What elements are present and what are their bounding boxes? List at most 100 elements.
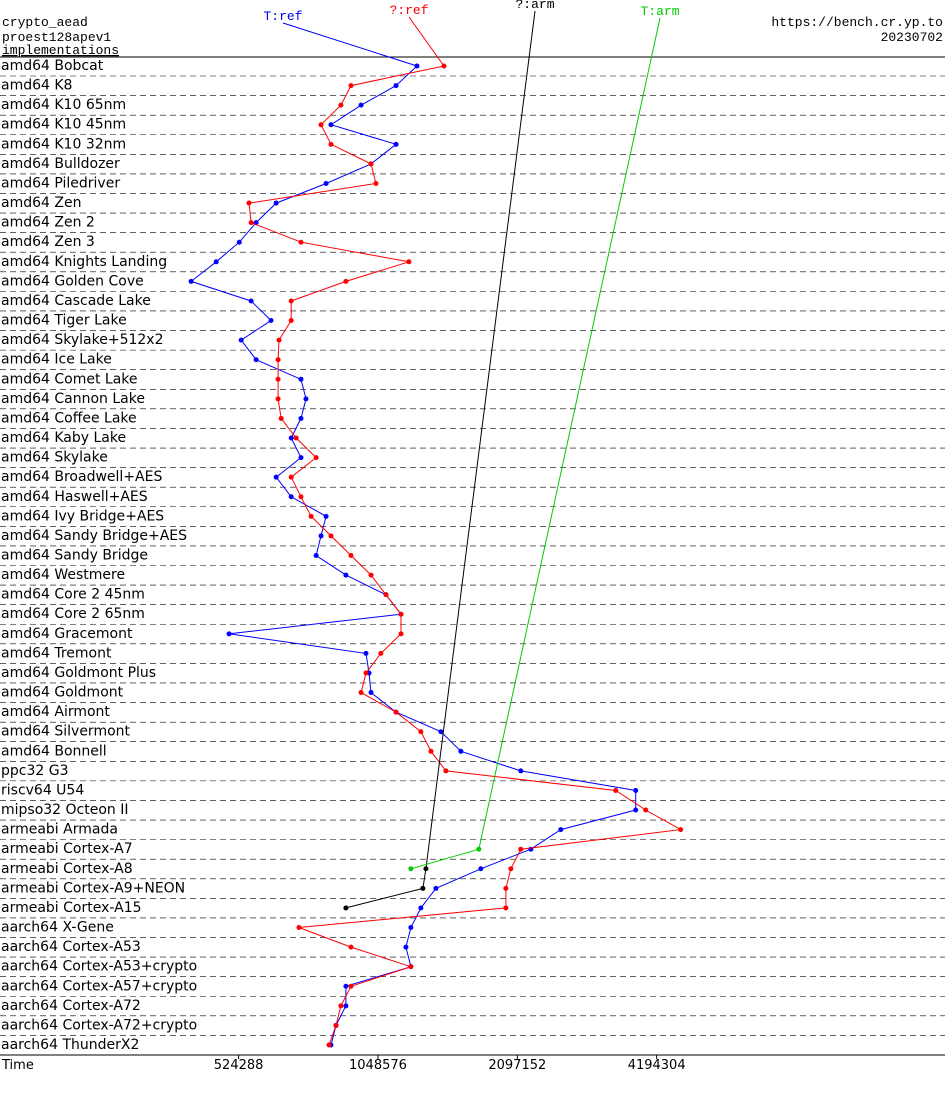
- data-point: [373, 180, 379, 186]
- category-label: amd64 Bulldozer: [1, 156, 120, 172]
- category-label: amd64 Cannon Lake: [1, 391, 145, 407]
- data-point: [348, 983, 354, 989]
- data-point: [288, 298, 294, 304]
- date: 20230702: [881, 30, 943, 45]
- series-line: [410, 848, 480, 870]
- data-point: [398, 631, 404, 637]
- data-point: [293, 435, 299, 441]
- data-point: [393, 83, 399, 89]
- data-point: [418, 905, 424, 911]
- category-label: amd64 Broadwell+AES: [1, 469, 162, 485]
- category-label: amd64 Bonnell: [1, 743, 107, 759]
- data-point: [408, 964, 414, 970]
- data-point: [420, 885, 426, 891]
- data-point: [363, 650, 369, 656]
- category-label: amd64 Skylake+512x2: [1, 332, 163, 348]
- category-label: amd64 Core 2 45nm: [1, 587, 145, 603]
- series-label: T:ref: [263, 9, 302, 24]
- data-point: [298, 494, 304, 500]
- data-point: [476, 846, 482, 852]
- category-label: aarch64 Cortex-A57+crypto: [1, 978, 197, 994]
- category-label: amd64 Core 2 65nm: [1, 606, 145, 622]
- data-point: [298, 376, 304, 382]
- data-point: [343, 983, 349, 989]
- category-label: amd64 Westmere: [1, 567, 125, 583]
- x-axis-label: Time: [1, 1058, 34, 1073]
- chart-title: crypto_aead: [2, 15, 88, 30]
- category-label: armeabi Cortex-A7: [1, 841, 133, 857]
- series-label: ?:ref: [389, 3, 428, 18]
- data-point: [393, 141, 399, 147]
- category-label: riscv64 U54: [1, 782, 84, 798]
- implementations-link[interactable]: implementations: [2, 43, 119, 58]
- category-label: amd64 K10 32nm: [1, 136, 126, 152]
- series-label: T:arm: [640, 4, 679, 19]
- category-label: amd64 Coffee Lake: [1, 410, 137, 426]
- data-point: [343, 572, 349, 578]
- category-label: amd64 Sandy Bridge: [1, 548, 148, 564]
- data-point: [558, 827, 564, 833]
- data-point: [358, 690, 364, 696]
- series-leader: [408, 16, 445, 67]
- data-point: [518, 768, 524, 774]
- category-label: armeabi Armada: [1, 822, 118, 838]
- data-point: [323, 180, 329, 186]
- category-label: aarch64 Cortex-A53+crypto: [1, 959, 197, 975]
- data-point: [226, 631, 232, 637]
- data-point: [368, 690, 374, 696]
- data-point: [348, 553, 354, 558]
- data-point: [348, 944, 354, 950]
- x-tick-label: 1048576: [349, 1058, 407, 1073]
- category-label: amd64 Goldmont Plus: [1, 665, 156, 681]
- data-point: [288, 494, 294, 500]
- category-label: amd64 Cascade Lake: [1, 293, 151, 309]
- category-label: amd64 Skylake: [1, 450, 108, 466]
- category-label: amd64 Silvermont: [1, 724, 131, 740]
- data-point: [398, 611, 404, 617]
- category-label: amd64 Airmont: [1, 704, 110, 720]
- data-point: [246, 200, 252, 206]
- data-point: [288, 318, 294, 324]
- category-label: armeabi Cortex-A9+NEON: [1, 880, 185, 896]
- data-point: [358, 102, 364, 108]
- category-label: amd64 Ivy Bridge+AES: [1, 508, 164, 524]
- data-point: [518, 846, 524, 852]
- data-point: [443, 768, 449, 774]
- category-label: amd64 Goldmont: [1, 685, 124, 701]
- data-point: [343, 1003, 349, 1009]
- data-point: [408, 866, 414, 872]
- category-label: aarch64 X-Gene: [1, 920, 114, 936]
- category-label: amd64 Golden Cove: [1, 273, 144, 289]
- data-point: [368, 572, 374, 578]
- data-point: [438, 729, 444, 735]
- data-point: [633, 787, 639, 793]
- data-point: [343, 278, 349, 284]
- data-point: [308, 513, 314, 519]
- data-point: [236, 239, 242, 245]
- data-point: [328, 533, 334, 539]
- category-label: amd64 Tremont: [1, 645, 112, 661]
- data-point: [248, 220, 254, 226]
- data-point: [298, 455, 304, 461]
- data-point: [433, 885, 439, 891]
- data-point: [276, 337, 282, 343]
- category-label: armeabi Cortex-A8: [1, 861, 133, 877]
- data-point: [441, 63, 447, 69]
- data-point: [303, 396, 309, 402]
- data-point: [478, 866, 484, 872]
- data-point: [288, 435, 294, 441]
- data-point: [248, 298, 254, 304]
- category-label: amd64 K8: [1, 78, 72, 94]
- data-point: [238, 337, 244, 343]
- category-label: amd64 Zen 3: [1, 234, 95, 250]
- data-point: [313, 553, 319, 558]
- data-point: [313, 455, 319, 461]
- data-point: [338, 1003, 344, 1009]
- data-point: [318, 122, 324, 128]
- category-label: armeabi Cortex-A15: [1, 900, 142, 916]
- series-leader: [425, 10, 536, 869]
- data-point: [275, 396, 281, 402]
- category-label: mipso32 Octeon II: [1, 802, 129, 818]
- x-tick-label: 2097152: [488, 1058, 546, 1073]
